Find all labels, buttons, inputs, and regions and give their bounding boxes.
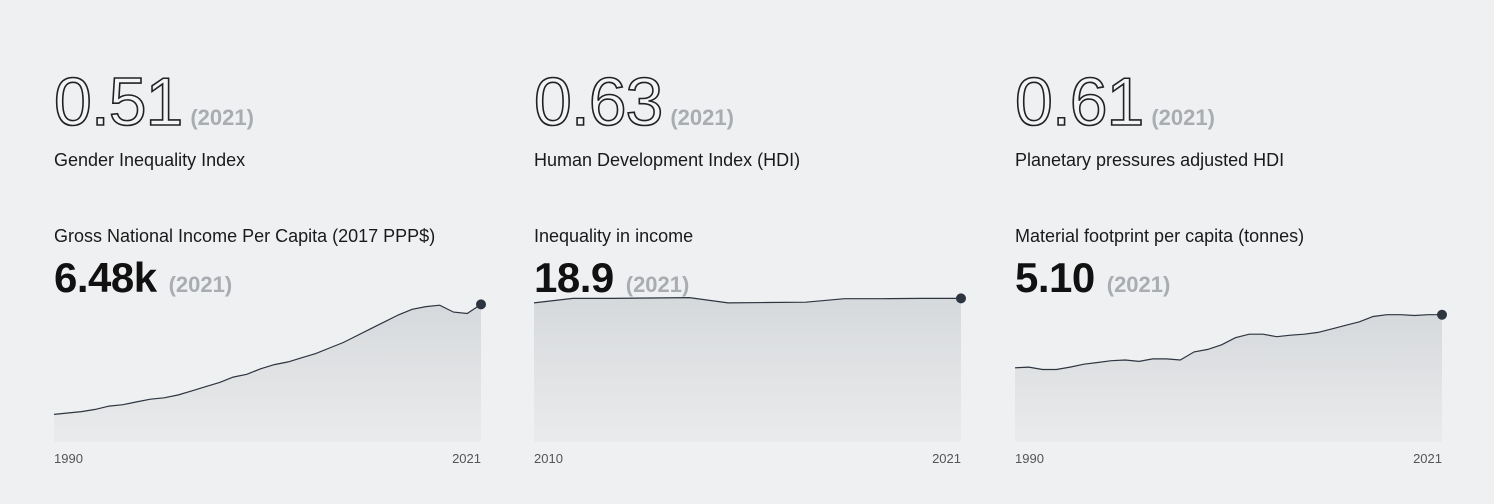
metric-year: (2021) bbox=[625, 272, 690, 297]
x-tick-label-end: 2021 bbox=[452, 451, 481, 466]
area-fill bbox=[54, 304, 481, 442]
headline-year: (2021) bbox=[670, 105, 734, 130]
x-tick-label-end: 2021 bbox=[932, 451, 961, 466]
metric-year: (2021) bbox=[1106, 272, 1171, 297]
metric-label: Gross National Income Per Capita (2017 P… bbox=[54, 226, 436, 246]
metric-value: 5.10 bbox=[1015, 254, 1095, 301]
metric-row: 18.9 (2021) bbox=[534, 254, 689, 302]
series-line bbox=[53, 303, 482, 415]
metric-value: 6.48k bbox=[54, 254, 157, 301]
metric-year: (2021) bbox=[168, 272, 233, 297]
metric-label: Inequality in income bbox=[534, 226, 694, 246]
metric-row: 5.10 (2021) bbox=[1015, 254, 1170, 302]
area-fill bbox=[1015, 314, 1442, 442]
end-point-marker bbox=[476, 299, 486, 310]
headline-row: 0.61 (2021) bbox=[1014, 64, 1215, 140]
headline-year: (2021) bbox=[1151, 105, 1215, 130]
series-line bbox=[1014, 314, 1442, 371]
headline-row: 0.51 (2021) bbox=[53, 64, 254, 140]
metric-row: 6.48k (2021) bbox=[54, 254, 232, 302]
x-tick-label-start: 1990 bbox=[1015, 451, 1044, 466]
metric-value: 18.9 bbox=[534, 254, 614, 301]
metric-label: Material footprint per capita (tonnes) bbox=[1015, 226, 1305, 246]
gni-sparkline-chart: 1990 2021 bbox=[53, 299, 486, 466]
end-point-marker bbox=[956, 293, 966, 304]
headline-value: 0.51 bbox=[53, 64, 184, 140]
headline-label: Human Development Index (HDI) bbox=[534, 150, 801, 170]
x-tick-label-start: 2010 bbox=[534, 451, 563, 466]
headline-year: (2021) bbox=[190, 105, 254, 130]
headline-value: 0.61 bbox=[1014, 64, 1145, 140]
material-footprint-sparkline-chart: 1990 2021 bbox=[1014, 309, 1447, 466]
headline-row: 0.63 (2021) bbox=[533, 64, 734, 140]
income-inequality-sparkline-chart: 2010 2021 bbox=[533, 293, 966, 466]
headline-label: Gender Inequality Index bbox=[54, 150, 246, 170]
x-tick-label-start: 1990 bbox=[54, 451, 83, 466]
series-line bbox=[533, 296, 961, 304]
area-fill bbox=[534, 297, 961, 442]
headline-label: Planetary pressures adjusted HDI bbox=[1015, 150, 1285, 170]
end-point-marker bbox=[1437, 309, 1447, 320]
x-tick-label-end: 2021 bbox=[1413, 451, 1442, 466]
headline-value: 0.63 bbox=[533, 64, 664, 140]
